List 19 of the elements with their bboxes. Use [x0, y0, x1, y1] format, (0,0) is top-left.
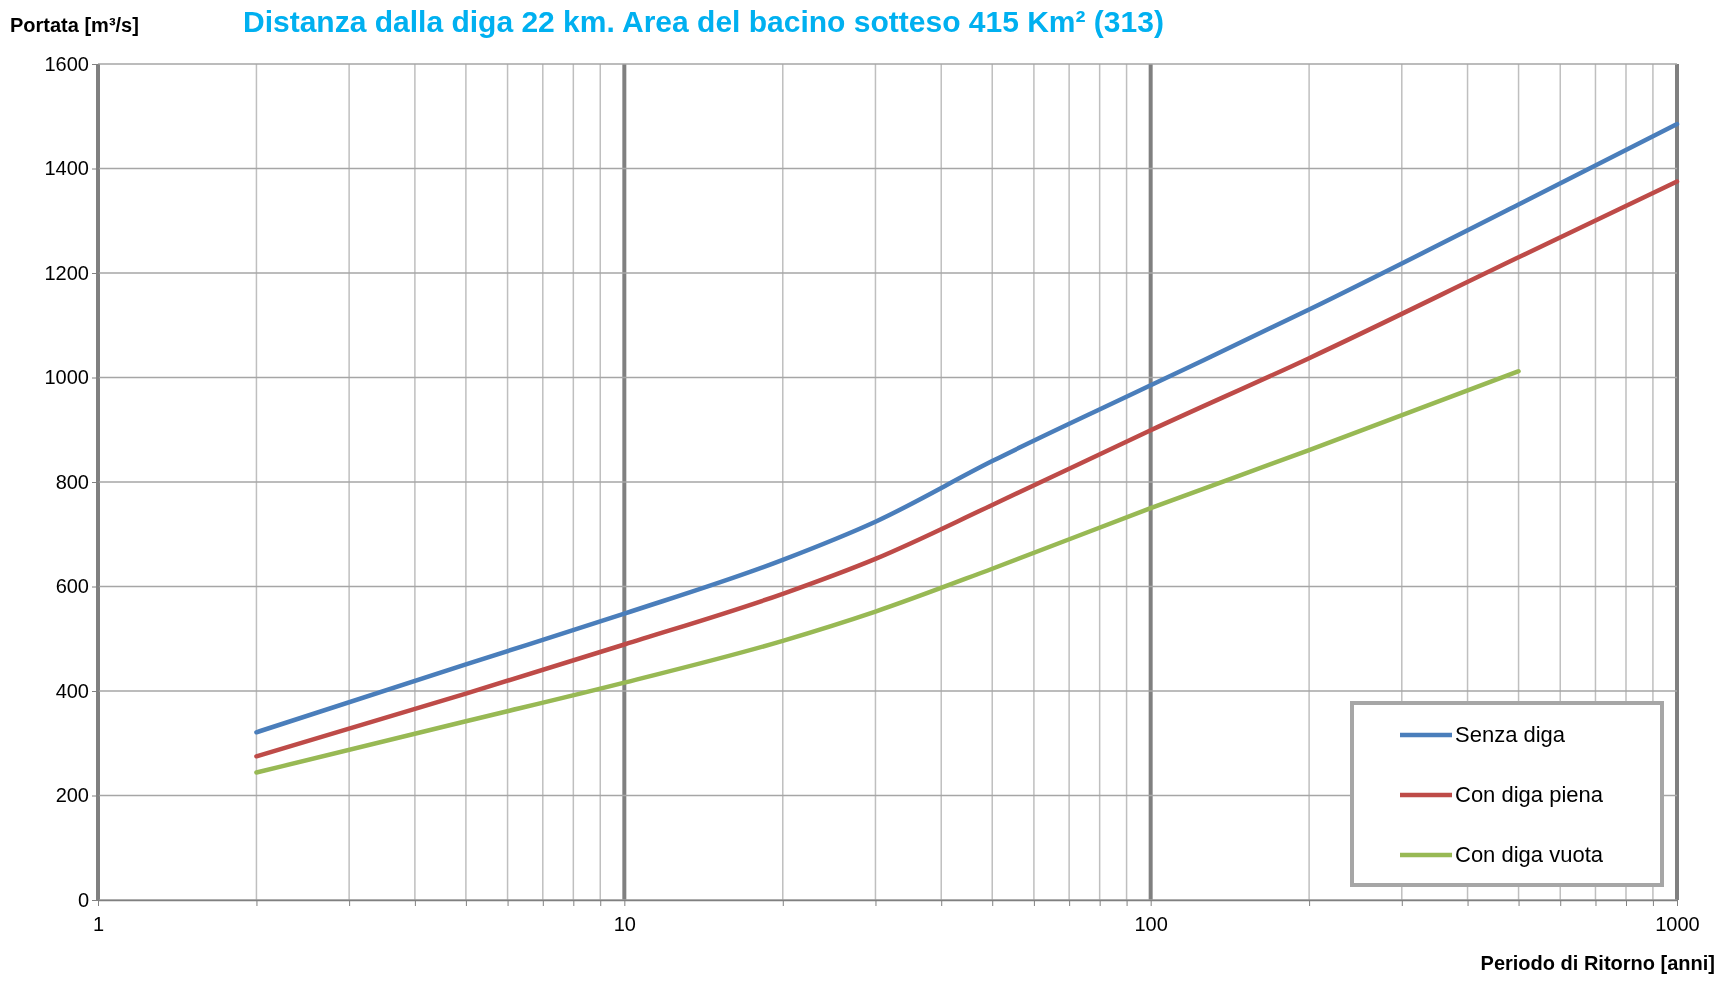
y-tick-label: 1400	[44, 157, 89, 180]
y-tick-label: 1600	[44, 52, 89, 75]
legend-label: Con diga piena	[1455, 782, 1604, 807]
x-axis-title: Periodo di Ritorno [anni]	[1480, 952, 1715, 974]
legend-label: Senza diga	[1455, 722, 1566, 747]
x-tick-label: 100	[1134, 913, 1168, 935]
x-tick-label: 10	[613, 913, 636, 935]
y-tick-label: 800	[55, 470, 89, 493]
y-tick-label: 1000	[44, 366, 89, 389]
x-tick-label: 1000	[1655, 913, 1700, 935]
x-tick-label: 1	[92, 913, 105, 935]
chart-title: Distanza dalla diga 22 km. Area del bacino sotteso 415 Km² (313)	[243, 5, 1164, 38]
legend-label: Con diga vuota	[1455, 842, 1604, 867]
y-tick-label: 1200	[44, 261, 89, 284]
y-tick-label: 0	[77, 888, 89, 911]
y-tick-label: 400	[55, 679, 89, 702]
y-tick-label: 200	[55, 784, 89, 807]
y-axis-title: Portata [m³/s]	[10, 14, 139, 36]
y-tick-label: 600	[55, 575, 89, 598]
